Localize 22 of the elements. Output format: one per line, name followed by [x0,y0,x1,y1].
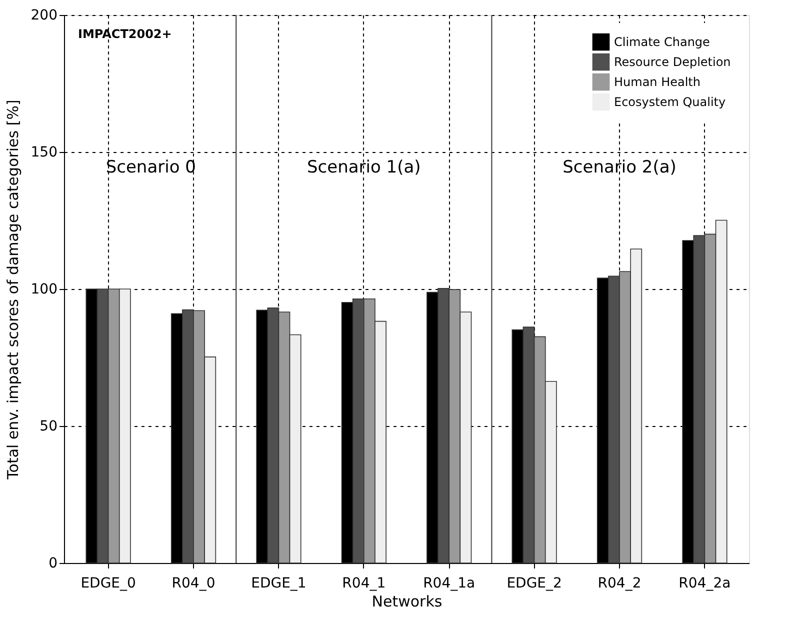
y-tick-label: 0 [48,556,58,572]
legend-label: Resource Depletion [614,55,731,69]
y-axis-title: Total env. impact scores of damage categories [%] [4,100,22,480]
legend-label: Human Health [614,75,700,89]
x-tick-label: R04_0 [172,576,216,592]
legend-label: Climate Change [614,35,710,49]
y-tick-label: 100 [30,282,58,298]
annotation: Scenario 2(a) [562,158,676,178]
x-tick-label: R04_1a [423,576,476,592]
x-tick-label: R04_1 [342,576,386,592]
x-tick-label: R04_2 [598,576,642,592]
y-tick-label: 200 [30,8,58,24]
x-tick-label: EDGE_1 [251,576,306,592]
x-axis-title: Networks [372,592,442,610]
legend-label: Ecosystem Quality [614,95,726,109]
y-tick-label: 50 [40,418,58,434]
annotation: IMPACT2002+ [78,27,172,41]
x-tick-label: EDGE_2 [506,576,562,592]
x-tick-label: R04_2a [678,576,731,592]
x-tick-label: EDGE_0 [80,576,136,592]
annotation: Scenario 1(a) [306,158,421,178]
y-tick-label: 150 [30,144,58,160]
